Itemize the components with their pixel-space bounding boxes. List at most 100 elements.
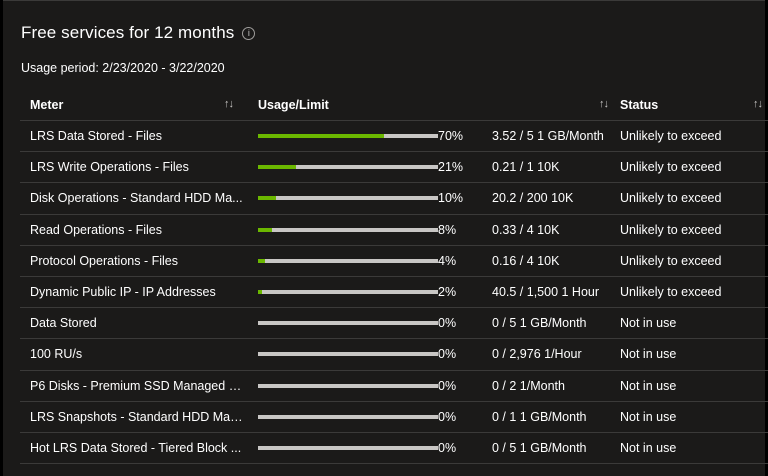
usage-percent: 8% [438,214,492,246]
usage-percent: 0% [438,338,492,371]
usage-percent: 0% [438,401,492,433]
status-text: Unlikely to exceed [620,151,768,184]
table-row[interactable]: Hot LRS Data Stored - Tiered Block ... 0… [20,432,768,465]
meter-cell: Hot LRS Data Stored - Tiered Block ... [20,432,245,465]
usage-bar-cell [245,214,438,246]
usage-percent: 70% [438,120,492,153]
usage-value: 0.33 / 4 10K [492,214,620,246]
usage-bar [258,258,438,263]
meter-name[interactable]: Protocol Operations - Files [30,253,178,268]
table-row[interactable]: Protocol Operations - Files 4% 0.16 / 4 … [20,245,768,277]
usage-value: 20.2 / 200 10K [492,182,620,215]
meter-name[interactable]: LRS Snapshots - Standard HDD Man... [30,409,245,424]
table-row[interactable]: Data Stored 0% 0 / 5 1 GB/Month Not in u… [20,307,768,340]
meter-cell: P6 Disks - Premium SSD Managed D... [20,370,245,402]
usage-bar [258,321,438,326]
usage-bar-cell [245,307,438,340]
table-header-row: Meter ↑↓ Usage/Limit ↑↓ Status ↑↓ [20,90,768,121]
meter-cell: Read Operations - Files [20,214,245,246]
meter-cell: Data Stored [20,307,245,340]
table-row[interactable]: Dynamic Public IP - IP Addresses 2% 40.5… [20,276,768,309]
meter-name[interactable]: Hot LRS Data Stored - Tiered Block ... [30,440,242,455]
usage-percent: 21% [438,151,492,184]
usage-bar-cell [245,432,438,465]
meter-cell: LRS Snapshots - Standard HDD Man... [20,401,245,433]
usage-percent: 2% [438,276,492,309]
status-text: Unlikely to exceed [620,120,768,153]
table-row[interactable]: 100 RU/s 0% 0 / 2,976 1/Hour Not in use [20,338,768,371]
meter-name[interactable]: LRS Data Stored - Files [30,129,162,144]
usage-percent: 0% [438,370,492,402]
meter-cell: Protocol Operations - Files [20,245,245,277]
meter-cell: Disk Operations - Standard HDD Ma... [20,182,245,215]
meter-cell: 100 RU/s [20,338,245,371]
usage-value: 0 / 2 1/Month [492,370,620,402]
usage-bar-fill [258,227,273,232]
table-row[interactable]: Disk Operations - Standard HDD Ma... 10%… [20,182,768,215]
meter-name[interactable]: 100 RU/s [30,347,83,362]
table-row[interactable]: Read Operations - Files 8% 0.33 / 4 10K … [20,214,768,246]
usage-value: 0 / 5 1 GB/Month [492,432,620,465]
usage-bar [258,383,438,388]
status-text: Unlikely to exceed [620,245,768,277]
meter-name[interactable]: P6 Disks - Premium SSD Managed D... [30,378,245,393]
status-text: Unlikely to exceed [620,214,768,246]
column-header-status[interactable]: Status ↑↓ [620,90,768,121]
usage-table: Meter ↑↓ Usage/Limit ↑↓ Status ↑↓ LRS Da… [20,90,768,465]
meter-name[interactable]: Read Operations - Files [30,222,163,237]
usage-bar [258,290,438,295]
sort-icon[interactable]: ↑↓ [224,98,234,110]
usage-bar [258,445,438,450]
meter-cell: LRS Write Operations - Files [20,151,245,184]
usage-bar [258,352,438,357]
page-title: Free services for 12 months [21,23,235,42]
title-row: Free services for 12 months i [21,23,256,43]
usage-value: 0.16 / 4 10K [492,245,620,277]
column-header-meter-label: Meter [30,98,64,112]
usage-percent: 0% [438,307,492,340]
usage-bar-cell [245,401,438,433]
free-services-panel: Free services for 12 months i Usage peri… [3,0,768,476]
status-text: Not in use [620,338,768,371]
column-header-usage-label: Usage/Limit [258,98,329,112]
status-text: Not in use [620,432,768,465]
meter-cell: Dynamic Public IP - IP Addresses [20,276,245,309]
column-header-usage[interactable]: Usage/Limit ↑↓ [245,90,620,121]
meter-name[interactable]: LRS Write Operations - Files [30,160,189,175]
table-row[interactable]: LRS Snapshots - Standard HDD Man... 0% 0… [20,401,768,433]
usage-percent: 0% [438,432,492,465]
usage-bar-cell [245,120,438,153]
usage-period: Usage period: 2/23/2020 - 3/22/2020 [21,61,225,75]
meter-name[interactable]: Disk Operations - Standard HDD Ma... [30,191,243,206]
meter-name[interactable]: Data Stored [30,316,97,331]
status-text: Not in use [620,307,768,340]
usage-bar-fill [258,290,262,295]
usage-value: 0 / 2,976 1/Hour [492,338,620,371]
column-header-meter[interactable]: Meter ↑↓ [20,90,245,121]
status-text: Not in use [620,370,768,402]
status-text: Unlikely to exceed [620,276,768,309]
sort-icon[interactable]: ↑↓ [753,98,763,110]
meter-name[interactable]: Dynamic Public IP - IP Addresses [30,285,216,300]
usage-bar [258,414,438,419]
usage-value: 40.5 / 1,500 1 Hour [492,276,620,309]
column-header-status-label: Status [620,98,659,112]
table-row[interactable]: LRS Data Stored - Files 70% 3.52 / 5 1 G… [20,120,768,153]
usage-bar-fill [258,134,384,139]
usage-value: 3.52 / 5 1 GB/Month [492,120,620,153]
usage-bar-cell [245,182,438,215]
table-row[interactable]: P6 Disks - Premium SSD Managed D... 0% 0… [20,370,768,402]
sort-icon[interactable]: ↑↓ [599,98,609,110]
usage-bar [258,134,438,139]
usage-value: 0 / 5 1 GB/Month [492,307,620,340]
usage-bar-cell [245,276,438,309]
usage-bar [258,165,438,170]
info-icon[interactable]: i [242,26,256,40]
usage-value: 0.21 / 1 10K [492,151,620,184]
usage-bar-cell [245,338,438,371]
table-row[interactable]: LRS Write Operations - Files 21% 0.21 / … [20,151,768,184]
meter-cell: LRS Data Stored - Files [20,120,245,153]
usage-bar-fill [258,196,276,201]
usage-bar [258,227,438,232]
status-text: Not in use [620,401,768,433]
